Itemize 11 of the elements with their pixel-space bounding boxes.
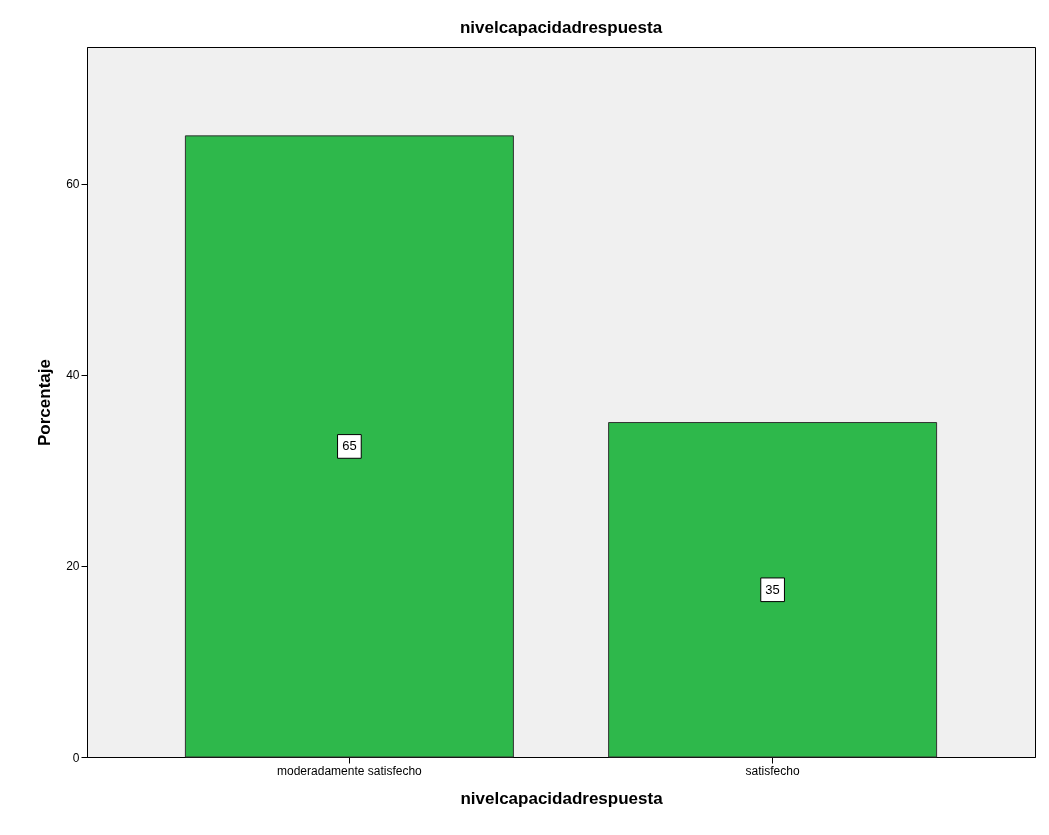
y-tick-label: 20 [66, 559, 80, 574]
y-tick-label: 60 [66, 177, 80, 192]
x-axis-title: nivelcapacidadrespuesta [460, 788, 664, 808]
data-label: 65 [342, 438, 357, 454]
x-tick-label: satisfecho [745, 763, 800, 778]
chart-title: nivelcapacidadrespuesta [459, 18, 663, 37]
y-tick-label: 0 [72, 750, 80, 765]
x-tick-label: moderadamente satisfecho [277, 763, 423, 778]
y-axis-title: Porcentaje [35, 359, 55, 446]
data-label: 35 [765, 581, 780, 597]
y-tick-label: 40 [66, 368, 80, 383]
